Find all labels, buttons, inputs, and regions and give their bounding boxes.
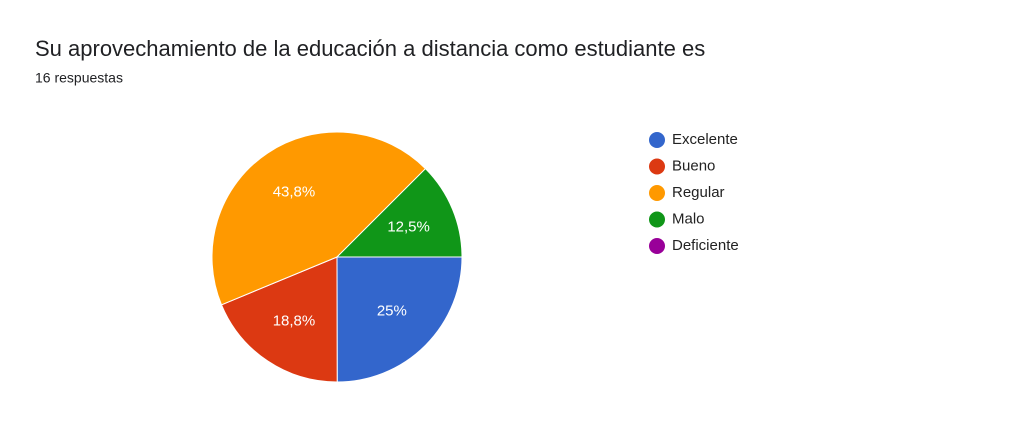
legend-marker <box>649 211 665 228</box>
pie-slice <box>336 256 463 383</box>
legend-label: Excelente <box>672 131 738 148</box>
legend-marker <box>649 132 665 148</box>
legend-marker <box>649 158 665 175</box>
data-label: 12,5% <box>387 218 430 235</box>
pie-slice <box>211 131 427 306</box>
data-label: 25% <box>377 303 407 320</box>
pie-slice <box>335 167 463 258</box>
legend-label: Deficiente <box>672 237 739 254</box>
legend-label: Bueno <box>672 157 715 174</box>
legend-marker <box>649 185 665 201</box>
legend-label: Malo <box>672 210 705 227</box>
data-label: 43,8% <box>273 184 316 201</box>
chart-subtitle: 16 respuestas <box>35 70 123 86</box>
chart-title: Su aprovechamiento de la educación a dis… <box>35 36 705 61</box>
data-label: 18,8% <box>273 312 316 329</box>
legend-label: Regular <box>672 184 725 201</box>
legend-marker <box>649 238 665 254</box>
pie-slice <box>220 256 338 383</box>
